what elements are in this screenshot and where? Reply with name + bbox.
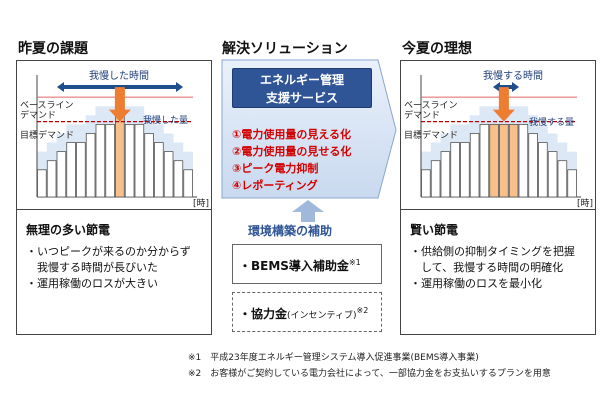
left-bar-0 — [37, 169, 47, 198]
env-title: 環境構築の補助 — [248, 224, 333, 238]
right-bar-14 — [557, 160, 568, 198]
right-bar-13 — [547, 151, 558, 198]
left-bar-3 — [66, 142, 76, 198]
left-bar-12 — [154, 142, 164, 198]
left-bar-2 — [56, 151, 67, 198]
cooperation-text: ・協力金(インセンティブ)※2 — [239, 305, 368, 322]
service-box: エネルギー管理 支援サービス ①電力使用量の見える化 ②電力使用量の見せる化 ③… — [226, 60, 386, 200]
right-amount-label: 我慢する量 — [529, 118, 575, 128]
right-baseline-label-2: デマンド — [404, 111, 441, 121]
footnote-1: ※1 平成23年度エネルギー管理システム導入促進事業(BEMS導入事業) — [188, 353, 479, 363]
left-bar-9 — [124, 123, 135, 198]
left-chart: 我慢した時間 ベースライン デマンド 我慢した量 目標デマンド [時] — [17, 61, 211, 210]
up-arrow-icon — [292, 200, 324, 222]
right-bullet-1: ・供給側の抑制タイミングを把握 — [410, 245, 575, 258]
footnote-2: ※2 お客様がご契約している電力会社によって、一部協力金をお支払いするプランを用… — [188, 369, 551, 379]
left-bar-1 — [46, 160, 57, 198]
left-bar-6 — [95, 123, 106, 198]
right-bar-3 — [450, 142, 460, 198]
right-baseline-label-1: ベースライン — [404, 101, 458, 111]
left-baseline-label-1: ベースライン — [20, 101, 74, 111]
cooperation-mark: ※2 — [356, 306, 369, 315]
left-chart-svg — [36, 75, 197, 198]
cooperation-box: ・協力金(インセンティブ)※2 — [232, 292, 382, 332]
right-panel: 我慢する時間 ベースライン デマンド 我慢する量 目標デマンド [時] 賢い節電… — [400, 60, 596, 335]
left-patience-label: 我慢した時間 — [89, 71, 149, 82]
left-bar-8 — [115, 114, 125, 198]
left-reduction-arrow-icon — [108, 87, 131, 122]
right-baseline-label: ベースライン デマンド — [404, 101, 458, 121]
right-chart-svg — [420, 75, 581, 198]
right-title: 今夏の理想 — [402, 41, 472, 57]
cooperation-small: (インセンティブ) — [287, 311, 357, 321]
right-patience-label: 我慢する時間 — [483, 71, 543, 82]
bems-subsidy-text: ・BEMS導入補助金※1 — [239, 257, 361, 274]
right-chart: 我慢する時間 ベースライン デマンド 我慢する量 目標デマンド [時] — [401, 61, 595, 210]
right-bar-9 — [508, 123, 519, 198]
left-bar-13 — [163, 151, 174, 198]
right-axis-label: [時] — [577, 199, 594, 209]
left-axis-label: [時] — [193, 199, 210, 209]
bems-subsidy-box: ・BEMS導入補助金※1 — [232, 244, 382, 284]
left-time-arrow-icon — [57, 82, 183, 92]
left-bullet-3: ・運用稼働のロスが大きい — [26, 277, 158, 290]
right-bullet-3: ・運用稼働のロスを最小化 — [410, 277, 542, 290]
left-amount-label: 我慢した量 — [143, 116, 189, 126]
right-bar-15 — [567, 169, 577, 198]
left-bar-10 — [134, 123, 145, 198]
right-subtitle: 賢い節電 — [410, 223, 459, 237]
service-item-4: ④レポーティング — [232, 179, 318, 192]
right-bar-10 — [518, 123, 529, 198]
left-bullet-1: ・いつピークが来るのか分からず — [26, 245, 191, 258]
left-baseline-label: ベースライン デマンド — [20, 101, 74, 121]
right-bar-11 — [528, 133, 538, 198]
right-text: 賢い節電 ・供給側の抑制タイミングを把握 して、我慢する時間の明確化 ・運用稼働… — [401, 211, 595, 292]
left-bar-5 — [85, 133, 96, 198]
service-item-3: ③ピーク電力抑制 — [232, 162, 319, 175]
left-title: 昨夏の課題 — [18, 41, 88, 57]
right-bar-0 — [421, 169, 431, 198]
right-bar-2 — [440, 151, 451, 198]
left-panel: 我慢した時間 ベースライン デマンド 我慢した量 目標デマンド [時] 無理の多… — [16, 60, 212, 335]
right-bar-4 — [460, 142, 470, 198]
left-bar-14 — [173, 160, 184, 198]
right-target-label: 目標デマンド — [404, 131, 459, 141]
right-bar-12 — [538, 142, 548, 198]
left-bar-11 — [144, 133, 154, 198]
left-text: 無理の多い節電 ・いつピークが来るのか分からず 我慢する時間が長びいた ・運用稼… — [17, 211, 211, 292]
left-bar-7 — [105, 123, 115, 198]
service-item-2: ②電力使用量の見せる化 — [232, 145, 352, 158]
right-reduction-arrow-icon — [492, 87, 515, 122]
left-bar-4 — [76, 142, 86, 198]
center-title: 解決ソリューション — [222, 41, 348, 57]
right-bar-1 — [430, 160, 441, 198]
left-bar-15 — [183, 169, 193, 198]
right-bar-5 — [469, 133, 480, 198]
service-title: エネルギー管理 支援サービス — [232, 68, 372, 108]
bems-subsidy-mark: ※1 — [348, 258, 361, 267]
right-bar-6 — [479, 123, 490, 198]
right-bar-8 — [499, 123, 509, 198]
service-item-1: ①電力使用量の見える化 — [232, 128, 351, 141]
left-target-label: 目標デマンド — [20, 131, 75, 141]
service-title-2: 支援サービス — [265, 91, 338, 105]
left-baseline-label-2: デマンド — [20, 111, 57, 121]
left-bullet-2: 我慢する時間が長びいた — [37, 261, 158, 274]
left-subtitle: 無理の多い節電 — [26, 223, 111, 237]
right-bar-7 — [489, 123, 499, 198]
service-title-1: エネルギー管理 — [259, 73, 344, 87]
right-bullet-2: して、我慢する時間の明確化 — [421, 261, 564, 274]
bems-subsidy-label: ・BEMS導入補助金 — [239, 259, 349, 273]
cooperation-label: ・協力金 — [239, 307, 288, 321]
